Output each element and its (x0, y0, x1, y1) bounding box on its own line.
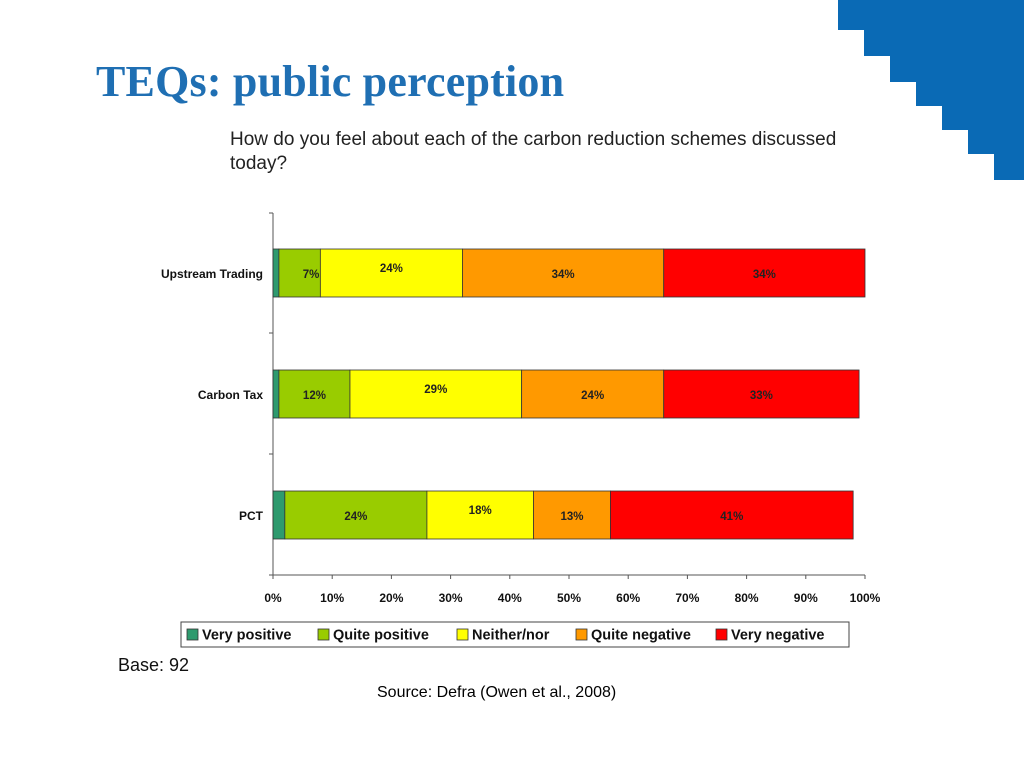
category-label: Carbon Tax (198, 388, 263, 402)
x-tick-label: 60% (616, 591, 640, 605)
x-tick-label: 50% (557, 591, 581, 605)
bar-segment (663, 248, 866, 298)
data-label: 34% (552, 269, 575, 281)
bar-segment (319, 248, 463, 298)
bar-segment (349, 369, 523, 419)
data-label: 24% (581, 390, 604, 402)
x-tick-label: 70% (675, 591, 699, 605)
x-tick-label: 40% (498, 591, 522, 605)
bar-segment (272, 369, 280, 419)
data-label: 24% (380, 263, 403, 275)
source-note: Source: Defra (Owen et al., 2008) (377, 684, 617, 701)
data-label: 24% (344, 511, 367, 523)
legend-label: Quite negative (591, 628, 691, 644)
bar-segment (663, 369, 860, 419)
x-tick-label: 20% (379, 591, 403, 605)
data-label: 13% (560, 511, 583, 523)
data-label: 33% (750, 390, 773, 402)
base-note: Base: 92 (118, 655, 190, 675)
legend-label: Neither/nor (472, 628, 550, 644)
x-tick-label: 10% (320, 591, 344, 605)
x-tick-label: 80% (735, 591, 759, 605)
bar-segment (272, 490, 286, 540)
legend-box (180, 621, 850, 648)
bar-segment (272, 248, 280, 298)
legend-swatch (715, 628, 728, 641)
legend-swatch (317, 628, 330, 641)
bar-segment (610, 490, 854, 540)
legend-swatch (575, 628, 588, 641)
x-tick-label: 30% (439, 591, 463, 605)
data-label: 12% (303, 390, 326, 402)
bar-segment (278, 369, 351, 419)
x-tick-label: 0% (264, 591, 282, 605)
data-label: 41% (720, 511, 743, 523)
category-label: Upstream Trading (161, 267, 263, 281)
chart-title: How do you feel about each of the carbon… (230, 129, 837, 174)
legend-swatch (456, 628, 469, 641)
legend-label: Very positive (202, 628, 291, 644)
x-tick-label: 100% (850, 591, 881, 605)
data-label: 34% (753, 269, 776, 281)
legend-label: Quite positive (333, 628, 429, 644)
slide-title: TEQs: public perception (96, 57, 565, 106)
data-label: 18% (469, 505, 492, 517)
data-label: 7% (303, 269, 320, 281)
bar-segment (521, 369, 665, 419)
data-label: 29% (424, 384, 447, 396)
legend-swatch (186, 628, 199, 641)
bar-segment (462, 248, 665, 298)
x-tick-label: 90% (794, 591, 818, 605)
bar-segment (533, 490, 611, 540)
legend-label: Very negative (731, 628, 825, 644)
category-label: PCT (239, 509, 264, 523)
